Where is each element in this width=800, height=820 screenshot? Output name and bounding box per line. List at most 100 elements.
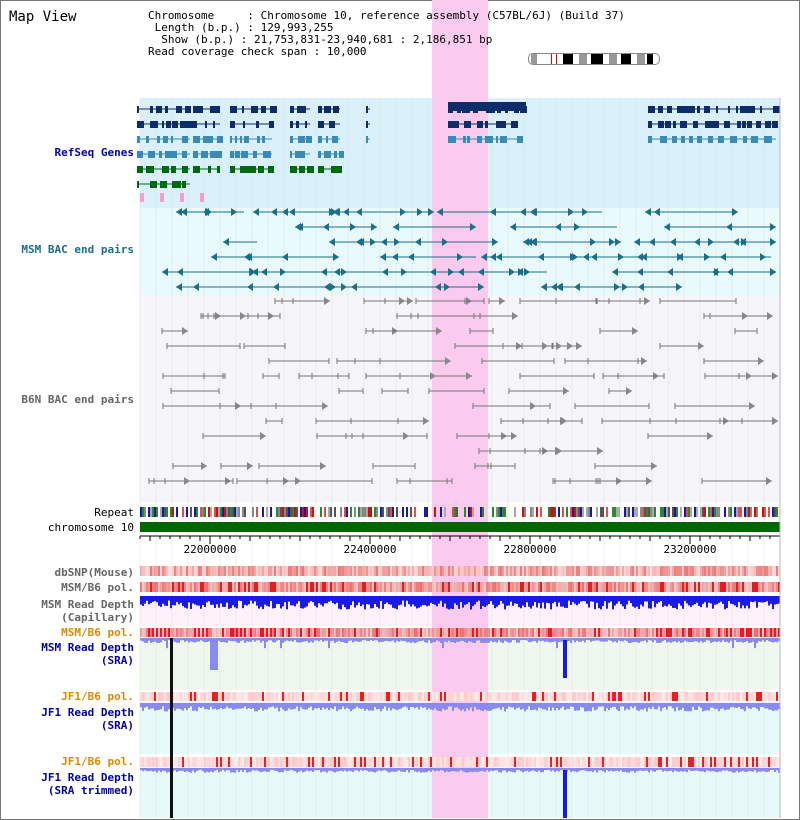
read-depth-bar [260, 596, 262, 607]
read-depth-bar [722, 768, 724, 771]
polymorphism-mark [318, 757, 320, 767]
repeat-mark [764, 507, 766, 517]
polymorphism-mark [626, 628, 628, 637]
bac-end-marker [520, 208, 526, 216]
read-depth-bar [254, 768, 256, 771]
read-depth-bar [524, 596, 526, 608]
read-depth-bar [270, 596, 272, 601]
read-depth-bar [196, 638, 198, 642]
read-depth-bar [316, 638, 318, 641]
polymorphism-mark [764, 566, 766, 576]
read-depth-bar [554, 703, 556, 711]
polymorphism-mark [676, 757, 678, 767]
read-depth-spike [563, 640, 567, 678]
read-depth-bar [710, 703, 712, 708]
read-depth-bar [434, 768, 436, 772]
polymorphism-mark [150, 582, 152, 592]
read-depth-bar [738, 768, 740, 773]
read-depth-bar [574, 638, 576, 643]
read-depth-bar [256, 638, 258, 641]
polymorphism-mark [748, 757, 750, 767]
chromosome-ideogram[interactable] [528, 53, 660, 65]
polymorphism-mark [580, 628, 582, 637]
polymorphism-mark [390, 757, 392, 767]
read-depth-bar [410, 768, 412, 771]
read-depth-bar [590, 638, 592, 642]
polymorphism-mark [398, 566, 400, 576]
polymorphism-mark [348, 757, 350, 767]
polymorphism-mark [630, 582, 632, 592]
read-depth-bar [338, 703, 340, 710]
polymorphism-mark [480, 566, 482, 576]
polymorphism-mark [446, 757, 448, 767]
polymorphism-mark [634, 582, 636, 592]
polymorphism-mark [208, 628, 210, 637]
polymorphism-mark [304, 582, 306, 592]
polymorphism-mark [362, 628, 364, 637]
repeat-mark [468, 507, 470, 517]
polymorphism-mark [684, 566, 686, 576]
read-depth-bar [472, 768, 474, 772]
polymorphism-mark [374, 757, 376, 767]
read-depth-bar [462, 596, 464, 608]
polymorphism-mark [628, 628, 630, 637]
polymorphism-mark [220, 692, 222, 701]
read-depth-bar [754, 703, 756, 708]
gene-exon [680, 121, 687, 128]
read-depth-bar [274, 638, 276, 643]
read-depth-bar [338, 768, 340, 772]
read-depth-bar [590, 768, 592, 772]
read-depth-bar [208, 596, 210, 602]
gene-exon [747, 121, 752, 128]
polymorphism-mark [370, 582, 372, 592]
polymorphism-mark [630, 628, 632, 637]
gene-exon [240, 136, 242, 143]
read-depth-bar [370, 703, 372, 711]
polymorphism-mark [448, 757, 450, 767]
polymorphism-mark [194, 757, 196, 767]
polymorphism-mark [338, 582, 340, 592]
polymorphism-mark [302, 628, 304, 637]
read-depth-bar [490, 638, 492, 641]
read-depth-bar [160, 768, 162, 772]
bac-end-marker [392, 253, 398, 261]
polymorphism-mark [356, 692, 358, 701]
bac-end-marker [626, 387, 632, 395]
read-depth-bar [654, 768, 656, 772]
polymorphism-mark [250, 692, 252, 701]
polymorphism-mark [224, 628, 226, 637]
polymorphism-mark [302, 582, 304, 592]
polymorphism-mark [376, 757, 378, 767]
repeat-mark [288, 507, 290, 517]
read-depth-bar [380, 596, 382, 601]
polymorphism-mark [240, 628, 242, 637]
polymorphism-mark [616, 692, 618, 701]
polymorphism-mark [482, 757, 484, 767]
read-depth-bar [430, 638, 432, 644]
polymorphism-mark [394, 757, 396, 767]
polymorphism-mark [332, 582, 334, 592]
polymorphism-mark [744, 757, 746, 767]
polymorphism-mark [642, 582, 644, 592]
polymorphism-mark [514, 582, 516, 592]
polymorphism-mark [210, 692, 212, 701]
repeat-mark [434, 507, 436, 517]
bac-end-marker [541, 283, 547, 291]
read-depth-bar [514, 638, 516, 641]
polymorphism-mark [432, 692, 434, 701]
repeat-mark [716, 507, 718, 517]
read-depth-bar [626, 703, 628, 709]
read-depth-bar [298, 638, 300, 643]
polymorphism-mark [606, 566, 608, 576]
read-depth-bar [236, 703, 238, 709]
gene-exon [452, 121, 459, 128]
polymorphism-mark [752, 757, 754, 767]
read-depth-bar [410, 638, 412, 643]
bac-end-marker [176, 283, 182, 291]
polymorphism-mark [200, 692, 202, 701]
gene-exon [171, 166, 176, 173]
polymorphism-mark [168, 566, 170, 576]
polymorphism-mark [432, 566, 434, 576]
repeat-mark [242, 507, 244, 517]
